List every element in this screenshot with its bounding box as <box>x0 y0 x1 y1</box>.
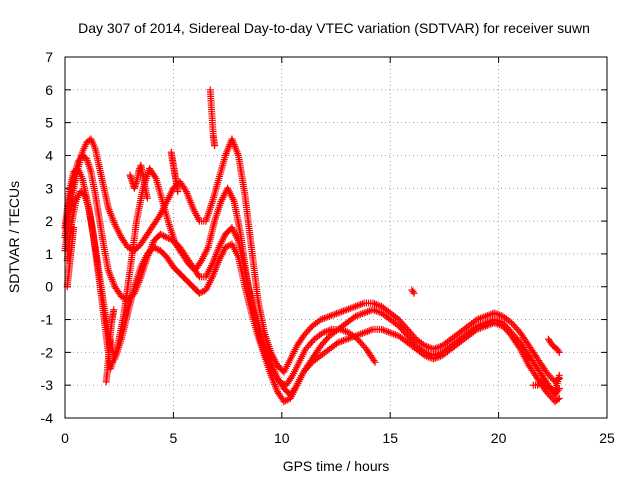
track-b-point <box>163 234 171 241</box>
y-tick-label: 3 <box>45 180 53 196</box>
data-points <box>61 86 563 406</box>
x-tick-label: 20 <box>491 430 507 446</box>
y-tick-label: 1 <box>45 246 53 262</box>
track-d-point <box>276 378 284 386</box>
track-c-point <box>283 396 291 404</box>
x-axis-label: GPS time / hours <box>283 458 390 474</box>
track-b-point <box>160 232 168 240</box>
y-tick-label: 5 <box>45 115 53 131</box>
burst-h-point <box>555 348 563 356</box>
track-d-point <box>371 358 379 366</box>
y-tick-label: 6 <box>45 82 53 98</box>
track-c-point <box>152 244 160 252</box>
track-d-point <box>370 357 378 365</box>
y-tick-label: -1 <box>41 312 54 328</box>
track-d-point <box>151 173 159 181</box>
track-c-point <box>282 397 290 405</box>
y-axis-label: SDTVAR / TECUs <box>6 181 22 293</box>
track-c-point <box>153 245 161 253</box>
burst-f-point <box>409 288 417 296</box>
track-d-point <box>197 258 204 266</box>
y-tick-label: -3 <box>41 377 54 393</box>
x-tick-label: 5 <box>170 430 178 446</box>
track-a-point <box>155 212 163 220</box>
y-tick-labels: -4 -3 -2 -1 0 1 2 3 4 5 6 7 <box>41 49 54 426</box>
track-d-point <box>277 379 285 387</box>
track-c-point <box>197 288 205 296</box>
track-b-point <box>194 271 202 279</box>
track-b-point <box>161 233 169 241</box>
x-tick-label: 15 <box>382 430 398 446</box>
y-tick-label: -4 <box>41 410 54 426</box>
track-d-point <box>288 373 296 381</box>
y-tick-label: 0 <box>45 279 53 295</box>
track-a-point <box>307 324 315 332</box>
track-c-point <box>199 288 207 296</box>
burst-c-point <box>70 224 78 232</box>
track-c-point <box>280 398 288 406</box>
grid-lines <box>65 57 607 418</box>
track-c-point <box>554 395 562 403</box>
y-tick-label: -2 <box>41 344 54 360</box>
x-tick-label: 0 <box>61 430 69 446</box>
track-c-point <box>555 394 563 402</box>
chart-title: Day 307 of 2014, Sidereal Day-to-day VTE… <box>78 20 590 36</box>
burst-e-point <box>174 188 182 196</box>
track-b-point <box>158 231 166 239</box>
burst-b-point <box>110 306 118 314</box>
y-tick-label: 2 <box>45 213 53 229</box>
x-tick-labels: 0 5 10 15 20 25 <box>61 430 615 446</box>
y-tick-label: 4 <box>45 147 53 163</box>
burst-a-point <box>211 142 219 150</box>
track-c-point <box>221 243 229 251</box>
y-tick-label: 7 <box>45 49 53 65</box>
track-c-point <box>195 289 203 297</box>
burst-d-point <box>143 194 151 202</box>
burst-g-point <box>555 371 563 379</box>
x-tick-label: 10 <box>274 430 290 446</box>
burst-f-point <box>410 289 418 297</box>
x-tick-label: 25 <box>599 430 615 446</box>
track-c-point <box>150 243 158 251</box>
track-b-point <box>117 293 125 301</box>
burst-h-point <box>554 347 562 355</box>
track-d-point <box>309 337 317 345</box>
track-b-point <box>324 334 332 342</box>
track-b-point <box>156 230 164 238</box>
track-c-point <box>307 360 315 368</box>
plot-frame <box>64 56 608 419</box>
